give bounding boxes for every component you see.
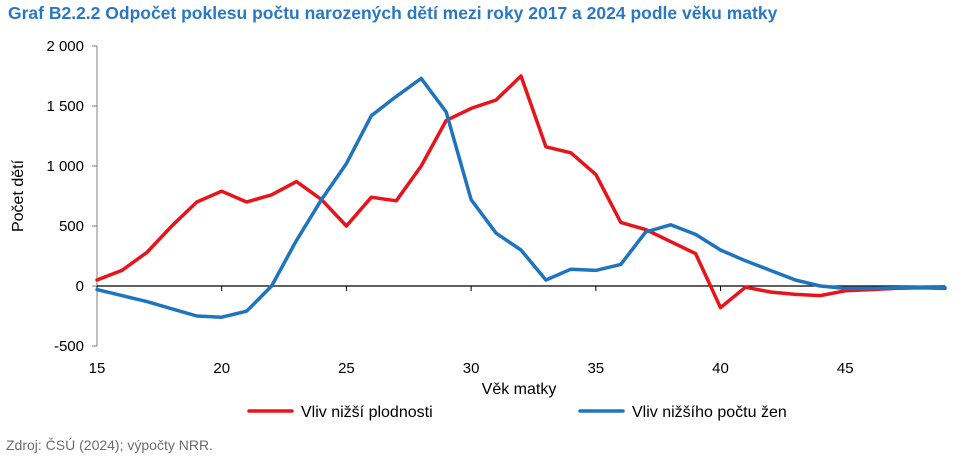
y-tick-label: -500 [54,338,84,355]
x-tick-label: 40 [712,360,729,377]
y-axis-ticks: -500 0 500 1 000 1 500 2 000 [46,38,97,355]
y-tick-label: 500 [59,218,84,235]
x-axis-label: Věk matky [482,381,557,398]
y-tick-label: 2 000 [46,38,84,55]
x-tick-label: 15 [89,360,106,377]
series-lines [95,74,947,319]
series-line-1 [95,74,947,310]
x-tick-label: 35 [587,360,604,377]
source-note: Zdroj: ČSÚ (2024); výpočty NRR. [6,437,213,453]
x-axis-ticks: 15 20 25 30 35 40 45 [89,286,854,377]
x-tick-label: 25 [338,360,355,377]
chart-title: Graf B2.2.2 Odpočet poklesu počtu naroze… [8,3,778,23]
legend-label-1: Vliv nižší plodnosti [301,404,433,421]
legend: Vliv nižší plodnosti Vliv nižšího počtu ž… [247,404,787,421]
legend-label-2: Vliv nižšího počtu žen [632,404,787,421]
y-axis-label: Počet dětí [10,159,27,232]
y-tick-label: 0 [76,278,84,295]
chart-axes [96,46,945,346]
x-tick-label: 20 [213,360,230,377]
x-tick-label: 45 [837,360,854,377]
y-tick-label: 1 500 [46,98,84,115]
x-tick-label: 30 [463,360,480,377]
series-line-2 [95,76,947,319]
y-tick-label: 1 000 [46,158,84,175]
